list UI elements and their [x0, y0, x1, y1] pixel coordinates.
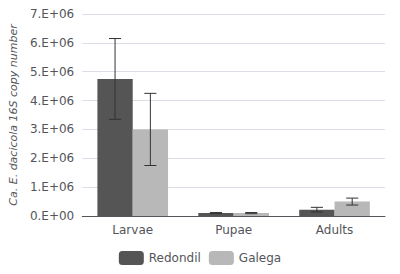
- svg-text:Galega: Galega: [239, 251, 281, 265]
- svg-text:3.E+06: 3.E+06: [30, 122, 74, 136]
- svg-text:6.E+06: 6.E+06: [30, 36, 74, 50]
- svg-text:Pupae: Pupae: [215, 223, 252, 237]
- svg-text:7.E+06: 7.E+06: [30, 7, 74, 21]
- svg-text:5.E+06: 5.E+06: [30, 65, 74, 79]
- svg-text:4.E+06: 4.E+06: [30, 94, 74, 108]
- svg-text:Larvae: Larvae: [112, 223, 153, 237]
- svg-text:Redondil: Redondil: [149, 251, 201, 265]
- svg-text:1.E+06: 1.E+06: [30, 180, 74, 194]
- svg-text:2.E+06: 2.E+06: [30, 151, 74, 165]
- svg-text:Ca. E. dacicola 16S copy numbe: Ca. E. dacicola 16S copy number: [7, 23, 20, 206]
- svg-text:0.E+00: 0.E+00: [30, 209, 74, 223]
- svg-text:Adults: Adults: [316, 223, 354, 237]
